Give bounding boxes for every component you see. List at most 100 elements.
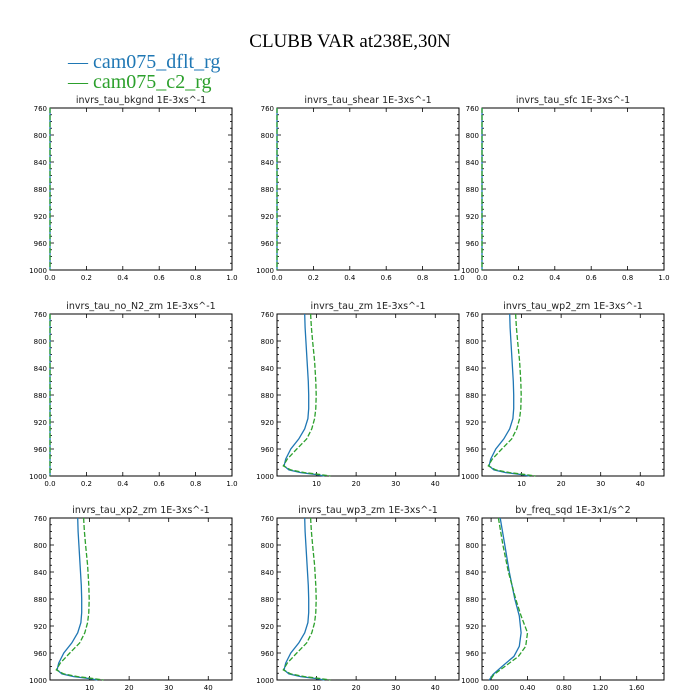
y-tick-label: 880: [261, 392, 274, 400]
y-tick-label: 960: [261, 446, 274, 454]
series-line-dflt: [283, 313, 325, 477]
x-tick-label: 40: [636, 480, 645, 488]
x-tick-label: 1.60: [629, 684, 645, 692]
panel-3: invrs_tau_sfc 1E-3xs^-1 760 800 840 880 920 96…: [461, 95, 669, 282]
x-tick-label: 1.0: [453, 274, 464, 282]
panel-frame: [481, 107, 665, 271]
x-tick-label: 10: [312, 684, 321, 692]
panel-frame: [49, 517, 233, 681]
y-tick-label: 800: [261, 132, 274, 140]
x-tick-label: 0.4: [117, 480, 129, 488]
panel-title: invrs_tau_wp3_zm 1E-3xs^-1: [298, 505, 438, 516]
panel-2: invrs_tau_shear 1E-3xs^-1 760 800 840 880 920…: [256, 95, 464, 282]
y-tick-label: 800: [261, 338, 274, 346]
y-tick-label: 760: [261, 515, 274, 523]
panel-frame: [49, 313, 233, 477]
series-line-c2: [282, 313, 331, 477]
y-tick-label: 1000: [29, 473, 47, 481]
y-tick-label: 840: [261, 365, 274, 373]
x-tick-label: 0.00: [483, 684, 499, 692]
x-tick-label: 0.4: [117, 274, 129, 282]
x-tick-label: 0.6: [154, 274, 166, 282]
panel-title: invrs_tau_zm 1E-3xs^-1: [311, 301, 426, 312]
y-tick-label: 920: [261, 213, 274, 221]
y-tick-label: 880: [466, 186, 479, 194]
y-tick-label: 840: [34, 365, 47, 373]
y-tick-label: 960: [261, 240, 274, 248]
x-tick-label: 10: [85, 684, 94, 692]
panel-frame: [276, 107, 460, 271]
series-line-dflt: [283, 517, 325, 681]
x-tick-label: 30: [164, 684, 173, 692]
legend-label-dflt: cam075_dflt_rg: [93, 51, 221, 73]
y-tick-label: 960: [34, 446, 47, 454]
y-tick-label: 760: [466, 515, 479, 523]
panel-8: invrs_tau_wp3_zm 1E-3xs^-1 760 800 840 880 92…: [256, 505, 460, 692]
x-tick-label: 0.6: [586, 274, 598, 282]
y-tick-label: 800: [261, 542, 274, 550]
x-tick-label: 30: [596, 480, 605, 488]
y-tick-label: 960: [466, 446, 479, 454]
x-tick-label: 20: [352, 684, 361, 692]
y-tick-label: 840: [466, 569, 479, 577]
y-tick-label: 1000: [256, 473, 274, 481]
panel-title: bv_freq_sqd 1E-3x1/s^2: [515, 505, 630, 516]
panel-7: invrs_tau_xp2_zm 1E-3xs^-1 760 800 840 880 92…: [29, 505, 233, 692]
x-tick-label: 40: [431, 480, 440, 488]
panel-1: invrs_tau_bkgnd 1E-3xs^-1 760 800 840 880 920…: [29, 95, 237, 282]
y-tick-label: 760: [466, 311, 479, 319]
x-tick-label: 0.8: [417, 274, 428, 282]
legend-dash-icon: —: [68, 51, 88, 73]
y-tick-label: 920: [34, 419, 47, 427]
y-tick-label: 880: [261, 596, 274, 604]
x-tick-label: 0.0: [44, 274, 55, 282]
panel-5: invrs_tau_zm 1E-3xs^-1 760 800 840 880 920 960…: [256, 301, 460, 488]
y-tick-label: 760: [261, 105, 274, 113]
panel-frame: [276, 313, 460, 477]
y-tick-label: 920: [466, 213, 479, 221]
y-tick-label: 880: [34, 596, 47, 604]
x-tick-label: 0.0: [476, 274, 487, 282]
series-line-dflt: [488, 517, 522, 681]
figure-title: CLUBB VAR at238E,30N: [249, 31, 451, 52]
x-tick-label: 0.2: [308, 274, 319, 282]
y-tick-label: 840: [466, 159, 479, 167]
y-tick-label: 1000: [461, 267, 479, 275]
series-line-dflt: [56, 517, 98, 681]
panel-title: invrs_tau_shear 1E-3xs^-1: [304, 95, 431, 106]
x-tick-label: 10: [312, 480, 321, 488]
panel-9: bv_freq_sqd 1E-3x1/s^2 760 800 840 880 920 960…: [461, 505, 665, 692]
panel-4: invrs_tau_no_N2_zm 1E-3xs^-1 760 800 840 880…: [29, 301, 237, 488]
panel-frame: [481, 313, 665, 477]
y-tick-label: 880: [34, 392, 47, 400]
y-tick-label: 840: [466, 365, 479, 373]
y-tick-label: 800: [466, 132, 479, 140]
series-line-c2: [282, 517, 331, 681]
y-tick-label: 800: [34, 132, 47, 140]
y-tick-label: 880: [34, 186, 47, 194]
x-tick-label: 1.0: [226, 480, 237, 488]
x-tick-label: 0.2: [81, 480, 92, 488]
x-tick-label: 0.6: [154, 480, 166, 488]
y-tick-label: 1000: [461, 473, 479, 481]
y-tick-label: 960: [261, 650, 274, 658]
x-tick-label: 20: [125, 684, 134, 692]
y-tick-label: 800: [34, 542, 47, 550]
x-tick-label: 0.8: [190, 480, 201, 488]
x-tick-label: 0.2: [513, 274, 524, 282]
x-tick-label: 40: [204, 684, 213, 692]
x-tick-label: 20: [557, 480, 566, 488]
panel-title: invrs_tau_xp2_zm 1E-3xs^-1: [72, 505, 209, 516]
y-tick-label: 760: [261, 311, 274, 319]
x-tick-label: 0.8: [622, 274, 633, 282]
y-tick-label: 920: [34, 213, 47, 221]
y-tick-label: 920: [261, 419, 274, 427]
panel-frame: [49, 107, 233, 271]
y-tick-label: 920: [466, 419, 479, 427]
y-tick-label: 960: [466, 650, 479, 658]
y-tick-label: 1000: [256, 267, 274, 275]
legend-label-c2: cam075_c2_rg: [93, 71, 212, 93]
y-tick-label: 880: [466, 596, 479, 604]
y-tick-label: 800: [466, 338, 479, 346]
